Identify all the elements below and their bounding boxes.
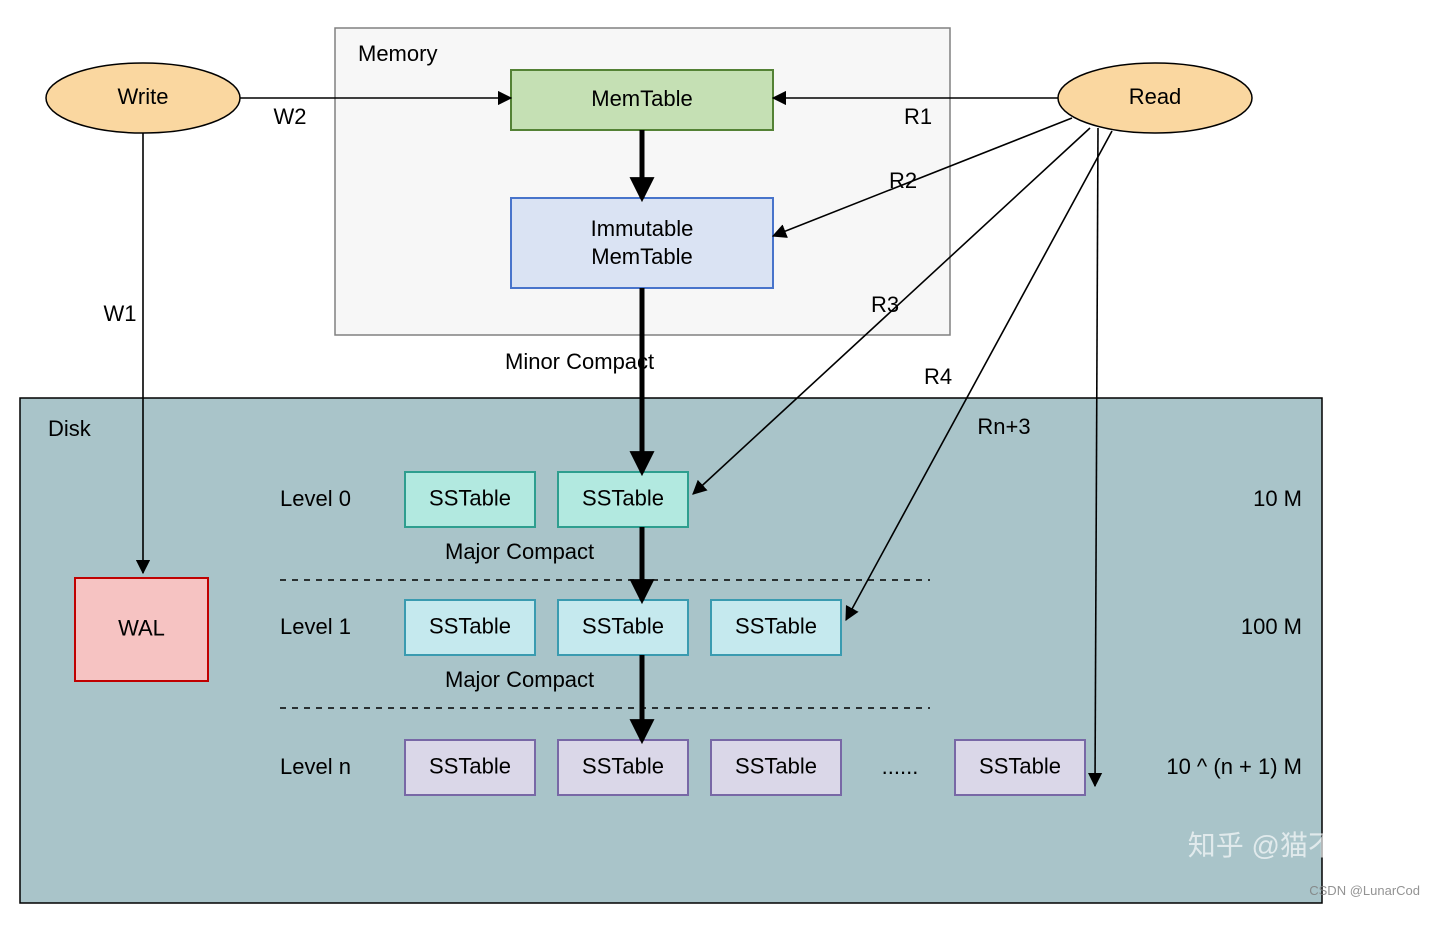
watermark-csdn: CSDN @LunarCod <box>1309 883 1420 898</box>
immutable-memtable-node-label1: Immutable <box>591 216 694 241</box>
sstable-l2-2-label: SSTable <box>735 753 817 778</box>
memory-label: Memory <box>358 41 437 66</box>
level-2-size: 10 ^ (n + 1) M <box>1166 754 1302 779</box>
edge-R2-label: R2 <box>889 168 917 193</box>
level-2-name: Level n <box>280 754 351 779</box>
sstable-l2-1-label: SSTable <box>582 753 664 778</box>
immutable-memtable-node-label2: MemTable <box>591 244 692 269</box>
read-label: Read <box>1129 84 1182 109</box>
sstable-l2-3-label: SSTable <box>979 753 1061 778</box>
edge-W1-label: W1 <box>104 301 137 326</box>
edge-R4-label: R4 <box>924 364 952 389</box>
memtable-node-label: MemTable <box>591 86 692 111</box>
disk-label: Disk <box>48 416 92 441</box>
sstable-l0-1-label: SSTable <box>582 485 664 510</box>
edge-R3-label: R3 <box>871 292 899 317</box>
write-label: Write <box>118 84 169 109</box>
level-1-size: 100 M <box>1241 614 1302 639</box>
sstable-l1-1-label: SSTable <box>582 613 664 638</box>
level-2-ellipsis: ...... <box>882 754 919 779</box>
level-0-compact-label: Major Compact <box>445 539 594 564</box>
edge-R1-label: R1 <box>904 104 932 129</box>
sstable-l1-2-label: SSTable <box>735 613 817 638</box>
minor-compact-label: Minor Compact <box>505 349 654 374</box>
wal-node-label: WAL <box>118 615 165 640</box>
sstable-l1-0-label: SSTable <box>429 613 511 638</box>
sstable-l2-0-label: SSTable <box>429 753 511 778</box>
edge-W2-label: W2 <box>274 104 307 129</box>
edge-Rn+3-label: Rn+3 <box>977 414 1030 439</box>
watermark-zhihu: 知乎 @猫不吃芒果 <box>1188 830 1420 861</box>
level-0-name: Level 0 <box>280 486 351 511</box>
sstable-l0-0-label: SSTable <box>429 485 511 510</box>
level-0-size: 10 M <box>1253 486 1302 511</box>
level-1-compact-label: Major Compact <box>445 667 594 692</box>
level-1-name: Level 1 <box>280 614 351 639</box>
